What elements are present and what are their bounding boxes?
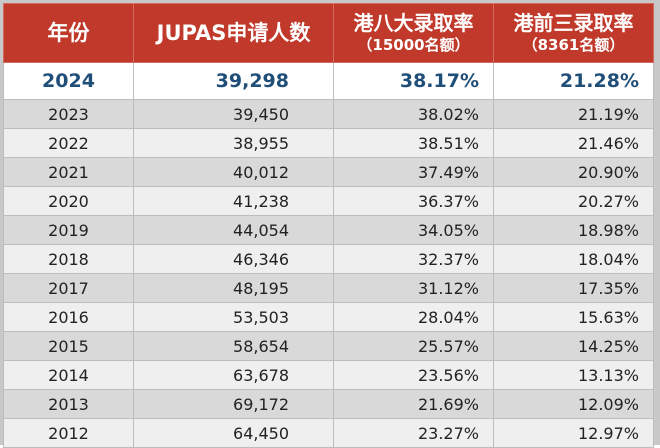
table-row: 2015 58,654 25.57% 14.25% xyxy=(3,331,654,361)
cell-hk8: 37.49% xyxy=(333,157,494,187)
cell-hk8: 25.57% xyxy=(333,331,494,361)
cell-top3: 13.13% xyxy=(493,360,654,390)
cell-applicants: 39,450 xyxy=(133,99,334,129)
cell-applicants: 53,503 xyxy=(133,302,334,332)
cell-applicants: 58,654 xyxy=(133,331,334,361)
table-row: 2023 39,450 38.02% 21.19% xyxy=(3,99,654,129)
cell-hk8: 38.02% xyxy=(333,99,494,129)
cell-year: 2012 xyxy=(3,418,134,448)
cell-year: 2023 xyxy=(3,99,134,129)
cell-year: 2016 xyxy=(3,302,134,332)
highlight-row: 2024 39,298 38.17% 21.28% xyxy=(3,62,654,100)
header-top3: 港前三录取率 （8361名额） xyxy=(493,3,654,63)
cell-applicants: 40,012 xyxy=(133,157,334,187)
cell-applicants: 39,298 xyxy=(133,62,334,100)
table-row: 2019 44,054 34.05% 18.98% xyxy=(3,215,654,245)
cell-year: 2014 xyxy=(3,360,134,390)
table-body: 2024 39,298 38.17% 21.28% 2023 39,450 38.0… xyxy=(3,62,654,448)
cell-top3: 12.97% xyxy=(493,418,654,448)
cell-top3: 12.09% xyxy=(493,389,654,419)
cell-applicants: 69,172 xyxy=(133,389,334,419)
cell-hk8: 32.37% xyxy=(333,244,494,274)
cell-applicants: 48,195 xyxy=(133,273,334,303)
cell-hk8: 38.51% xyxy=(333,128,494,158)
table-row: 2012 64,450 23.27% 12.97% xyxy=(3,418,654,448)
cell-hk8: 38.17% xyxy=(333,62,494,100)
header-hk8: 港八大录取率 （15000名额） xyxy=(333,3,494,63)
cell-applicants: 41,238 xyxy=(133,186,334,216)
table-row: 2014 63,678 23.56% 13.13% xyxy=(3,360,654,390)
header-top3-sub: （8361名额） xyxy=(522,36,625,54)
cell-hk8: 23.56% xyxy=(333,360,494,390)
cell-year: 2024 xyxy=(3,62,134,100)
cell-applicants: 63,678 xyxy=(133,360,334,390)
table-header: 年份 JUPAS申请人数 港八大录取率 （15000名额） 港前三录取率 （83… xyxy=(3,3,654,63)
table-row: 2016 53,503 28.04% 15.63% xyxy=(3,302,654,332)
header-hk8-title: 港八大录取率 xyxy=(353,11,474,35)
cell-year: 2021 xyxy=(3,157,134,187)
table-row: 2021 40,012 37.49% 20.90% xyxy=(3,157,654,187)
cell-hk8: 34.05% xyxy=(333,215,494,245)
cell-hk8: 28.04% xyxy=(333,302,494,332)
cell-year: 2019 xyxy=(3,215,134,245)
admission-rate-table: 年份 JUPAS申请人数 港八大录取率 （15000名额） 港前三录取率 （83… xyxy=(3,3,654,448)
header-top3-title: 港前三录取率 xyxy=(513,11,634,35)
header-row: 年份 JUPAS申请人数 港八大录取率 （15000名额） 港前三录取率 （83… xyxy=(3,3,654,63)
table-row: 2018 46,346 32.37% 18.04% xyxy=(3,244,654,274)
cell-top3: 20.27% xyxy=(493,186,654,216)
cell-hk8: 31.12% xyxy=(333,273,494,303)
table-row: 2013 69,172 21.69% 12.09% xyxy=(3,389,654,419)
cell-hk8: 21.69% xyxy=(333,389,494,419)
cell-year: 2020 xyxy=(3,186,134,216)
cell-top3: 21.19% xyxy=(493,99,654,129)
cell-top3: 21.28% xyxy=(493,62,654,100)
header-applicants: JUPAS申请人数 xyxy=(133,3,334,63)
header-hk8-sub: （15000名额） xyxy=(357,36,470,54)
header-year: 年份 xyxy=(3,3,134,63)
cell-year: 2018 xyxy=(3,244,134,274)
cell-top3: 18.04% xyxy=(493,244,654,274)
cell-hk8: 36.37% xyxy=(333,186,494,216)
table-row: 2020 41,238 36.37% 20.27% xyxy=(3,186,654,216)
cell-top3: 20.90% xyxy=(493,157,654,187)
cell-applicants: 46,346 xyxy=(133,244,334,274)
table-row: 2017 48,195 31.12% 17.35% xyxy=(3,273,654,303)
cell-hk8: 23.27% xyxy=(333,418,494,448)
cell-year: 2015 xyxy=(3,331,134,361)
cell-year: 2013 xyxy=(3,389,134,419)
cell-top3: 18.98% xyxy=(493,215,654,245)
cell-applicants: 44,054 xyxy=(133,215,334,245)
cell-applicants: 38,955 xyxy=(133,128,334,158)
cell-top3: 15.63% xyxy=(493,302,654,332)
header-applicants-label: JUPAS申请人数 xyxy=(156,21,311,45)
header-year-label: 年份 xyxy=(47,21,90,45)
cell-top3: 21.46% xyxy=(493,128,654,158)
table-row: 2022 38,955 38.51% 21.46% xyxy=(3,128,654,158)
cell-year: 2017 xyxy=(3,273,134,303)
cell-applicants: 64,450 xyxy=(133,418,334,448)
cell-year: 2022 xyxy=(3,128,134,158)
cell-top3: 17.35% xyxy=(493,273,654,303)
cell-top3: 14.25% xyxy=(493,331,654,361)
